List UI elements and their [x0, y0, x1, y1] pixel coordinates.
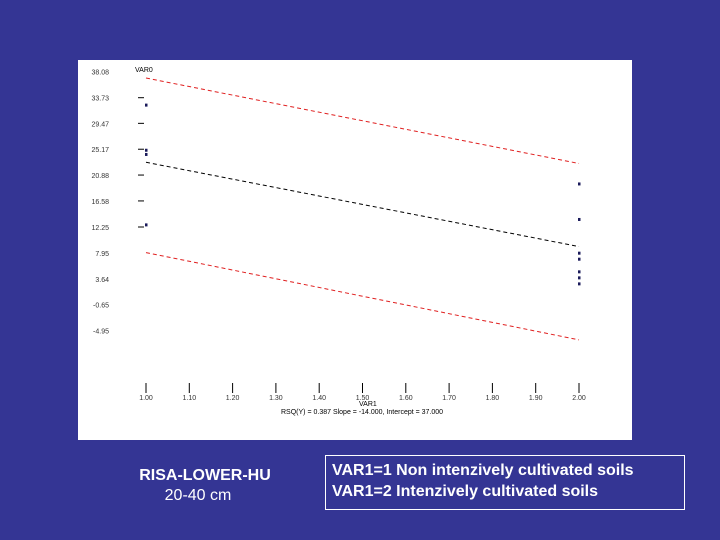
data-point: [578, 270, 581, 274]
data-point: [145, 152, 148, 156]
data-point: [578, 282, 581, 286]
y-tick-label: 3.64: [95, 277, 109, 284]
y-tick-label: -4.95: [93, 329, 109, 336]
data-point: [578, 182, 581, 186]
x-tick-label: 1.10: [182, 395, 196, 402]
y-tick-label: 38.08: [91, 70, 109, 77]
data-point: [578, 217, 581, 221]
y-tick-labels: 38.08 33.73 29.47 25.17 20.88 16.58 12.25 7.95 3…: [91, 70, 144, 336]
x-tick-label: 1.50: [356, 395, 370, 402]
x-tick-label: 1.80: [486, 395, 500, 402]
x-tick-label: 1.90: [529, 395, 543, 402]
y-tick-label: 16.58: [91, 199, 109, 206]
site-caption: RISA-LOWER-HU 20-40 cm: [110, 466, 300, 506]
fit-line: [145, 161, 580, 248]
x-tick-labels: 1.00 1.10 1.20 1.30 1.40 1.50 1.60 1.70 1.80 1.90…: [139, 383, 586, 402]
y-tick-label: 12.25: [91, 225, 109, 232]
data-point: [578, 251, 581, 255]
x-tick-label: 1.70: [442, 395, 456, 402]
confidence-line: [145, 252, 580, 341]
x-tick-label: 2.00: [572, 395, 586, 402]
legend-line-1: VAR1=1 Non intenzively cultivated soils: [332, 462, 634, 479]
data-point: [145, 148, 148, 152]
legend-line-2: VAR1=2 Intenzively cultivated soils: [332, 483, 599, 500]
data-point: [578, 257, 581, 261]
x-tick-label: 1.30: [269, 395, 283, 402]
regression-lines: [145, 77, 580, 341]
depth-range: 20-40 cm: [164, 487, 232, 504]
y-axis-label: VAR0: [135, 67, 153, 74]
scatter-chart: VAR0 38.08 33.73 29.47 25.17 20.88 16.58 12.25…: [91, 67, 586, 416]
x-tick-label: 1.20: [226, 395, 240, 402]
data-points: [145, 103, 581, 286]
x-tick-label: 1.60: [399, 395, 413, 402]
x-tick-label: 1.40: [312, 395, 326, 402]
chart-panel: VAR0 38.08 33.73 29.47 25.17 20.88 16.58 12.25…: [78, 60, 632, 440]
y-tick-label: 7.95: [95, 251, 109, 258]
x-tick-label: 1.00: [139, 395, 153, 402]
data-point: [145, 223, 148, 227]
y-tick-label: 25.17: [91, 147, 109, 154]
y-tick-label: 20.88: [91, 173, 109, 180]
data-point: [578, 276, 581, 280]
y-tick-label: 33.73: [91, 96, 109, 103]
data-point: [145, 103, 148, 107]
confidence-line: [145, 77, 580, 164]
y-tick-label: 29.47: [91, 121, 109, 128]
legend-box: VAR1=1 Non intenzively cultivated soils …: [325, 455, 685, 510]
x-axis-label: VAR1: [359, 401, 377, 408]
site-name: RISA-LOWER-HU: [139, 467, 271, 484]
y-tick-label: -0.65: [93, 303, 109, 310]
regression-summary: RSQ(Y) = 0.387 Slope = -14.000, Intercep…: [281, 409, 443, 416]
